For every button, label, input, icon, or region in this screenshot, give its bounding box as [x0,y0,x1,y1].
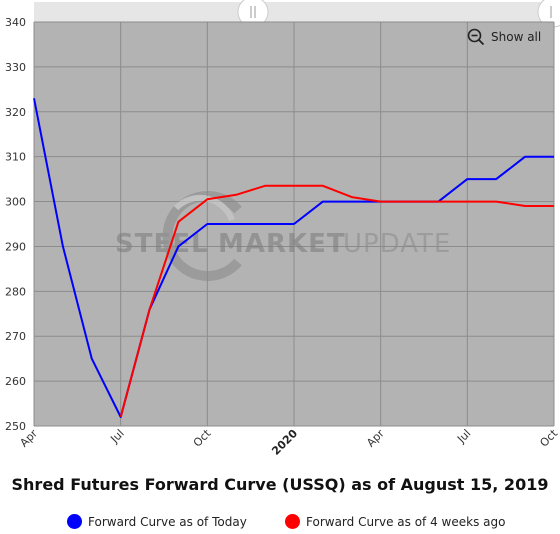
data-point-1[interactable] [551,203,557,209]
legend-label-4-weeks-ago: Forward Curve as of 4 weeks ago [306,514,506,529]
svg-text:UPDATE: UPDATE [343,229,451,259]
y-tick-label: 270 [5,330,26,343]
legend: Forward Curve as of Today Forward Curve … [0,514,560,534]
svg-text:MARKET: MARKET [218,229,346,259]
watermark-logo: STEEL MARKET UPDATE [115,191,451,281]
data-point-1[interactable] [378,199,384,205]
series-line-1[interactable] [119,184,554,418]
y-tick-label: 310 [5,151,26,164]
data-point-0[interactable] [464,176,470,182]
data-point-1[interactable] [233,192,239,198]
data-point-0[interactable] [175,243,181,249]
y-tick-label: 320 [5,106,26,119]
x-tick-label: Jul [107,427,126,446]
series-group [31,95,557,420]
x-tick-label: 2020 [269,427,300,458]
y-tick-label: 330 [5,61,26,74]
data-point-1[interactable] [147,306,153,312]
data-point-1[interactable] [435,199,441,205]
x-axis-ticks: Apr Jul Oct 2020 Apr Jul Oct [17,426,560,457]
data-point-0[interactable] [522,154,528,160]
zoom-out-icon [467,28,485,46]
data-point-0[interactable] [551,154,557,160]
data-point-1[interactable] [291,183,297,189]
y-tick-label: 250 [5,420,26,433]
y-tick-label: 260 [5,375,26,388]
data-point-1[interactable] [493,199,499,205]
data-point-0[interactable] [204,221,210,227]
data-point-1[interactable] [464,199,470,205]
data-point-0[interactable] [320,199,326,205]
x-tick-label: Oct [537,426,560,449]
data-point-0[interactable] [291,221,297,227]
svg-text:STEEL: STEEL [115,229,209,259]
data-point-0[interactable] [31,95,37,101]
data-point-1[interactable] [204,196,210,202]
show-all-label: Show all [491,30,542,44]
legend-label-today: Forward Curve as of Today [88,514,247,529]
chart-title: Shred Futures Forward Curve (USSQ) as of… [11,475,549,494]
chart-svg: STEEL MARKET UPDATE 250 260 270 280 290 300 31… [5,0,560,458]
x-tick-label: Jul [454,427,473,446]
data-point-0[interactable] [89,356,95,362]
y-tick-label: 300 [5,196,26,209]
x-tick-label: Oct [191,426,214,449]
data-point-0[interactable] [493,176,499,182]
data-point-1[interactable] [320,183,326,189]
legend-item-4-weeks-ago[interactable]: Forward Curve as of 4 weeks ago [285,514,505,529]
data-point-1[interactable] [262,183,268,189]
x-tick-label: Apr [364,427,387,450]
y-tick-label: 290 [5,240,26,253]
data-point-0[interactable] [60,243,66,249]
data-point-1[interactable] [349,194,355,200]
data-point-0[interactable] [262,221,268,227]
data-point-1[interactable] [407,199,413,205]
navigator-bar[interactable] [34,2,560,22]
data-point-1[interactable] [118,414,124,420]
legend-swatch-4-weeks-ago [285,514,300,529]
data-point-0[interactable] [233,221,239,227]
y-tick-label: 340 [5,16,26,29]
data-point-1[interactable] [522,203,528,209]
data-point-1[interactable] [175,219,181,225]
y-tick-label: 280 [5,285,26,298]
show-all-button[interactable]: Show all [467,28,541,46]
y-axis-ticks: 250 260 270 280 290 300 310 320 330 340 [5,16,26,433]
legend-swatch-today [67,514,82,529]
legend-item-today[interactable]: Forward Curve as of Today [67,514,247,529]
